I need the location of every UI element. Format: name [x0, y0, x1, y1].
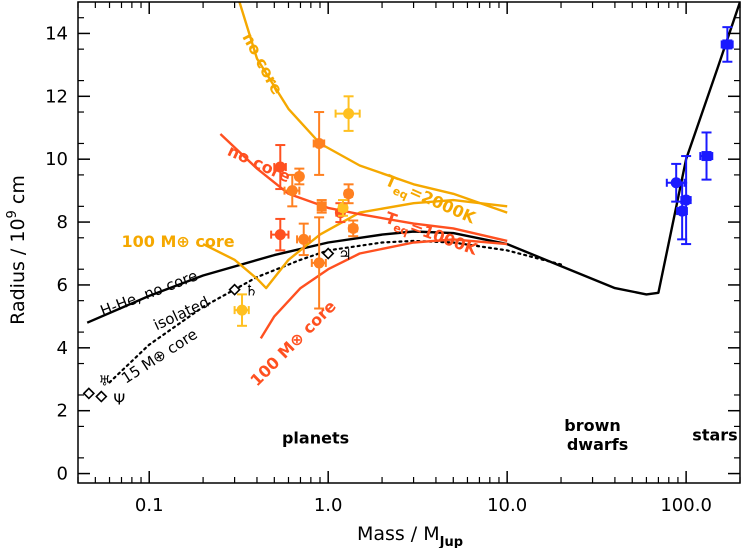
- y-tick-label-3: 6: [57, 275, 68, 296]
- y-tick-label-4: 8: [57, 212, 68, 233]
- solar-planet-0-diamond: [82, 387, 95, 400]
- x-tick-label-3: 100.0: [660, 495, 712, 516]
- y-tick-label-5: 10: [45, 149, 68, 170]
- planet-point-7: [310, 216, 327, 310]
- planet-point-6: [312, 111, 326, 176]
- solar-planet-3-symbol: ♃: [338, 246, 351, 264]
- curve-100-earth-core-1000k: [259, 238, 508, 340]
- planet-point-11-marker: [343, 188, 355, 200]
- y-tick-label-2: 4: [57, 338, 68, 359]
- x-tick-label-2: 10.0: [487, 495, 527, 516]
- annotation-core_100_gold: 100 M⊕ core: [121, 232, 234, 251]
- annotation-teq_2000-sub: eq: [391, 184, 410, 202]
- data-markers: Ψ ♄ ♃ ♅: [82, 26, 734, 409]
- star-point-3-marker: [701, 151, 712, 162]
- x-axis-title: Mass / MJup: [357, 523, 463, 548]
- annotation-brown-text: brown: [564, 416, 621, 435]
- axes: 0.1 1.0 10.0 100.0 0 2 4 6 8 10 12 14: [45, 1, 741, 516]
- annotation-teq_1000-sub: eq: [392, 221, 411, 238]
- star-point-3: [699, 131, 714, 181]
- uranus-symbol: ♅: [98, 373, 111, 389]
- y-tick-label-1: 2: [57, 401, 68, 422]
- y-axis-title-main: Radius / 10: [7, 218, 29, 324]
- y-tick-label-0: 0: [57, 464, 68, 485]
- planet-point-12: [347, 219, 359, 238]
- curve-no-core-1000k: [219, 133, 508, 243]
- curve-no-core-2000k: [238, 2, 508, 214]
- annotation-no_core_red-text: no core: [225, 141, 294, 187]
- curve-h-he-no-core: [86, 2, 740, 324]
- annotation-brown: brown: [564, 416, 621, 435]
- y-axis-title-unit: cm: [7, 175, 29, 210]
- planet-point-4: [293, 167, 305, 186]
- planet-point-7-marker: [313, 257, 325, 269]
- planet-point-10: [337, 199, 349, 217]
- x-axis-title-main: Mass / M: [357, 523, 440, 545]
- star-point-2-marker: [680, 194, 692, 206]
- planet-point-1-marker: [274, 229, 286, 241]
- annotation-no_core_red: no core: [225, 141, 294, 187]
- planet-point-11: [343, 183, 355, 205]
- annotation-no_core_gold: no core: [238, 30, 286, 98]
- planet-point-8-marker: [316, 201, 327, 212]
- planet-point-13: [334, 95, 361, 132]
- planet-point-0: [233, 293, 250, 327]
- annotation-no_core_gold-text: no core: [238, 30, 286, 98]
- planet-point-10-marker: [337, 202, 349, 214]
- planet-point-5-marker: [298, 233, 310, 245]
- annotation-dwarfs: dwarfs: [567, 435, 628, 454]
- solar-planet-1-diamond: [95, 390, 108, 403]
- x-tick-label-0: 0.1: [135, 495, 164, 516]
- planet-point-3: [283, 173, 301, 208]
- star-point-1-marker: [676, 205, 688, 217]
- annotation-core_100_red: 100 M⊗ core: [246, 296, 340, 390]
- y-tick-label-7: 14: [45, 23, 68, 44]
- y-axis-title-sup: 9: [5, 210, 20, 218]
- star-point-2: [680, 155, 692, 246]
- planet-point-5: [296, 222, 311, 257]
- annotation-planets: planets: [282, 429, 349, 448]
- planet-point-6-marker: [313, 137, 325, 149]
- annotation-core_15: 15 M⊕ core: [118, 325, 200, 387]
- x-axis-title-sub: Jup: [439, 535, 463, 548]
- solar-planet-2-diamond: [228, 283, 241, 296]
- planet-point-3-marker: [286, 185, 298, 197]
- y-axis-title: Radius / 109 cm: [5, 175, 29, 325]
- solar-planet-3-diamond: [322, 247, 335, 260]
- star-point-4: [720, 26, 734, 63]
- planet-point-1: [270, 217, 290, 252]
- planet-point-13-marker: [343, 108, 355, 120]
- planet-point-0-marker: [236, 304, 248, 316]
- solar-planet-2-symbol: ♄: [245, 282, 258, 300]
- annotation-isolated-text: isolated: [151, 293, 212, 334]
- x-tick-label-1: 1.0: [314, 495, 343, 516]
- annotation-core_15-text: 15 M⊕ core: [118, 325, 200, 387]
- planet-point-8: [316, 199, 327, 214]
- solar-planet-1-symbol: Ψ: [113, 391, 125, 409]
- annotation-stars: stars: [692, 426, 737, 445]
- annotation-stars-text: stars: [692, 426, 737, 445]
- star-point-0-marker: [670, 177, 682, 189]
- annotation-core_100_gold-text: 100 M⊕ core: [121, 232, 234, 251]
- planet-point-4-marker: [293, 170, 305, 182]
- annotation-dwarfs-text: dwarfs: [567, 435, 628, 454]
- planet-point-2-marker: [274, 161, 286, 173]
- star-point-4-marker: [722, 39, 733, 50]
- y-tick-label-6: 12: [45, 86, 68, 107]
- annotation-planets-text: planets: [282, 429, 349, 448]
- annotation-isolated: isolated: [151, 293, 212, 334]
- planet-point-12-marker: [347, 222, 359, 234]
- annotation-core_100_red-text: 100 M⊗ core: [246, 296, 340, 390]
- plot-frame: [77, 1, 741, 484]
